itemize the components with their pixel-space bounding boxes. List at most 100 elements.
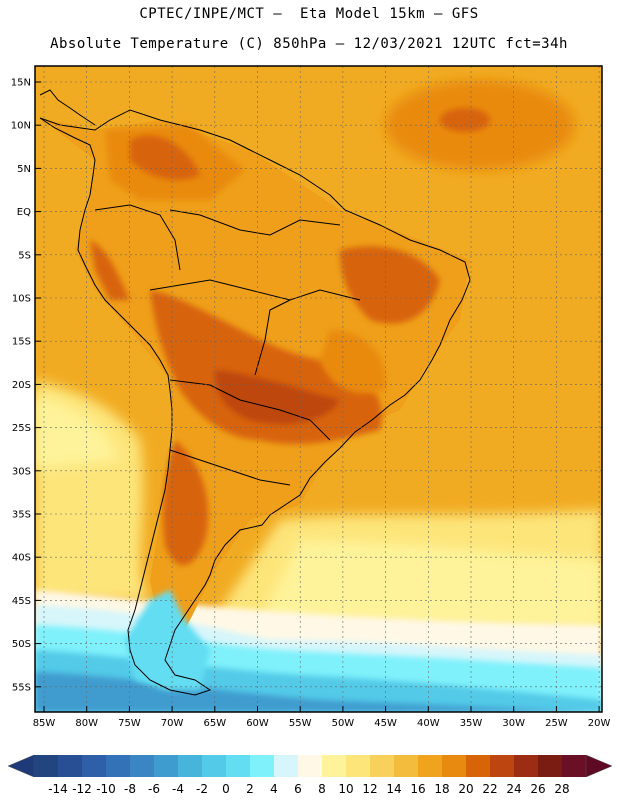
lat-label: 45S bbox=[12, 596, 31, 607]
colorbar-label: 10 bbox=[338, 782, 353, 796]
colorbar-label: 24 bbox=[506, 782, 521, 796]
colorbar-swatch bbox=[178, 755, 203, 777]
argentina-border bbox=[169, 449, 291, 486]
map-title-line1: CPTEC/INPE/MCT – Eta Model 15km – GFS bbox=[139, 6, 479, 22]
lat-label: 5N bbox=[17, 164, 31, 175]
lon-label: 65W bbox=[203, 718, 226, 729]
colorbar-swatch bbox=[538, 755, 563, 777]
paraguay-border bbox=[169, 379, 331, 441]
lon-label: 80W bbox=[75, 718, 98, 729]
lat-label: 15N bbox=[11, 78, 31, 89]
colorbar-label: 22 bbox=[482, 782, 497, 796]
lon-label: 20W bbox=[588, 718, 611, 729]
field-argentina-hot bbox=[163, 440, 209, 566]
bolivia-border bbox=[254, 299, 291, 376]
field-north-hot bbox=[130, 135, 200, 180]
colorbar-swatch bbox=[154, 755, 179, 777]
lat-label: 15S bbox=[12, 337, 31, 348]
colorbar-label: 8 bbox=[318, 782, 326, 796]
colorbar-swatch bbox=[106, 755, 131, 777]
lon-label: 75W bbox=[118, 718, 141, 729]
lon-label: 60W bbox=[246, 718, 269, 729]
colorbar-label: 0 bbox=[222, 782, 230, 796]
colorbar-label: 20 bbox=[458, 782, 473, 796]
lat-label: 20S bbox=[12, 380, 31, 391]
colorbar-swatch bbox=[418, 755, 443, 777]
colorbar: -14 -12 -10 -8 -6 -4 -2 0 2 4 6 8 10 12 14 16 18 20 22 24 26… bbox=[7, 754, 613, 796]
colorbar-label: 16 bbox=[410, 782, 425, 796]
colorbar-label: 26 bbox=[530, 782, 545, 796]
colorbar-label: 2 bbox=[246, 782, 254, 796]
lon-label: 85W bbox=[33, 718, 56, 729]
colorbar-swatch bbox=[202, 755, 227, 777]
temperature-field bbox=[35, 66, 602, 712]
colorbar-label: 6 bbox=[294, 782, 302, 796]
colorbar-label: 18 bbox=[434, 782, 449, 796]
colorbar-label: 28 bbox=[554, 782, 569, 796]
lon-label: 45W bbox=[374, 718, 397, 729]
colorbar-label: 14 bbox=[386, 782, 401, 796]
lat-label: 40S bbox=[12, 553, 31, 564]
field-chaco-very-hot bbox=[215, 370, 340, 424]
colorbar-label: 12 bbox=[362, 782, 377, 796]
coastlines bbox=[39, 89, 471, 696]
longitude-labels: 85W 80W 75W 70W 65W 60W 55W 50W 45W 40W 35W 30W 25W 2… bbox=[33, 706, 611, 729]
amazon-border bbox=[169, 209, 341, 236]
field-se-brazil-warm bbox=[320, 330, 386, 394]
colorbar-label: -12 bbox=[72, 782, 92, 796]
field-band-neg6 bbox=[35, 672, 602, 712]
colorbar-label: -6 bbox=[148, 782, 160, 796]
colorbar-swatch bbox=[82, 755, 107, 777]
colorbar-swatch bbox=[514, 755, 539, 777]
lat-label: 50S bbox=[12, 639, 31, 650]
colorbar-swatch bbox=[58, 755, 83, 777]
colorbar-under-arrow bbox=[7, 754, 35, 778]
lat-label: 35S bbox=[12, 510, 31, 521]
colorbar-swatch bbox=[34, 755, 59, 777]
field-north-atlantic-hot bbox=[440, 108, 490, 132]
lon-label: 35W bbox=[460, 718, 483, 729]
lon-label: 55W bbox=[289, 718, 312, 729]
colorbar-swatch bbox=[274, 755, 299, 777]
brazil-border-west bbox=[149, 279, 361, 301]
lon-label: 30W bbox=[502, 718, 525, 729]
colorbar-swatch bbox=[346, 755, 371, 777]
colorbar-label: -2 bbox=[196, 782, 208, 796]
lat-label: EQ bbox=[17, 207, 31, 218]
lat-label: 5S bbox=[18, 250, 31, 261]
colorbar-swatch bbox=[562, 755, 587, 777]
lat-label: 10S bbox=[12, 294, 31, 305]
colorbar-swatch bbox=[130, 755, 155, 777]
peru-colombia-border bbox=[94, 204, 181, 271]
colorbar-swatch bbox=[370, 755, 395, 777]
colorbar-swatch bbox=[322, 755, 347, 777]
colorbar-swatch bbox=[466, 755, 491, 777]
field-ne-brazil-hot bbox=[340, 246, 440, 324]
field-pacific-cool bbox=[35, 395, 120, 470]
latitude-labels: 15N 10N 5N EQ 5S 10S 15S 20S 25S 30S 35S 40S 45S 50S 5… bbox=[11, 78, 41, 693]
south-america-coast bbox=[39, 109, 471, 696]
colorbar-swatch bbox=[490, 755, 515, 777]
colorbar-swatch bbox=[394, 755, 419, 777]
colorbar-swatch bbox=[250, 755, 275, 777]
colorbar-swatch bbox=[442, 755, 467, 777]
colorbar-swatch bbox=[226, 755, 251, 777]
colorbar-label: 4 bbox=[270, 782, 278, 796]
lon-label: 25W bbox=[545, 718, 568, 729]
colorbar-swatch bbox=[298, 755, 323, 777]
map-frame bbox=[34, 65, 603, 713]
lat-label: 30S bbox=[12, 466, 31, 477]
lon-label: 70W bbox=[161, 718, 184, 729]
lat-label: 25S bbox=[12, 423, 31, 434]
lon-label: 50W bbox=[332, 718, 355, 729]
lat-label: 55S bbox=[12, 682, 31, 693]
map-title-line2: Absolute Temperature (C) 850hPa – 12/03/… bbox=[50, 36, 568, 52]
colorbar-label: -4 bbox=[172, 782, 184, 796]
field-atlantic-cool bbox=[260, 540, 602, 630]
field-patagonia-cold bbox=[125, 590, 210, 690]
colorbar-label: -14 bbox=[48, 782, 68, 796]
colorbar-over-arrow bbox=[585, 754, 613, 778]
colorbar-label: -10 bbox=[96, 782, 116, 796]
lon-label: 40W bbox=[417, 718, 440, 729]
colorbar-label: -8 bbox=[124, 782, 136, 796]
